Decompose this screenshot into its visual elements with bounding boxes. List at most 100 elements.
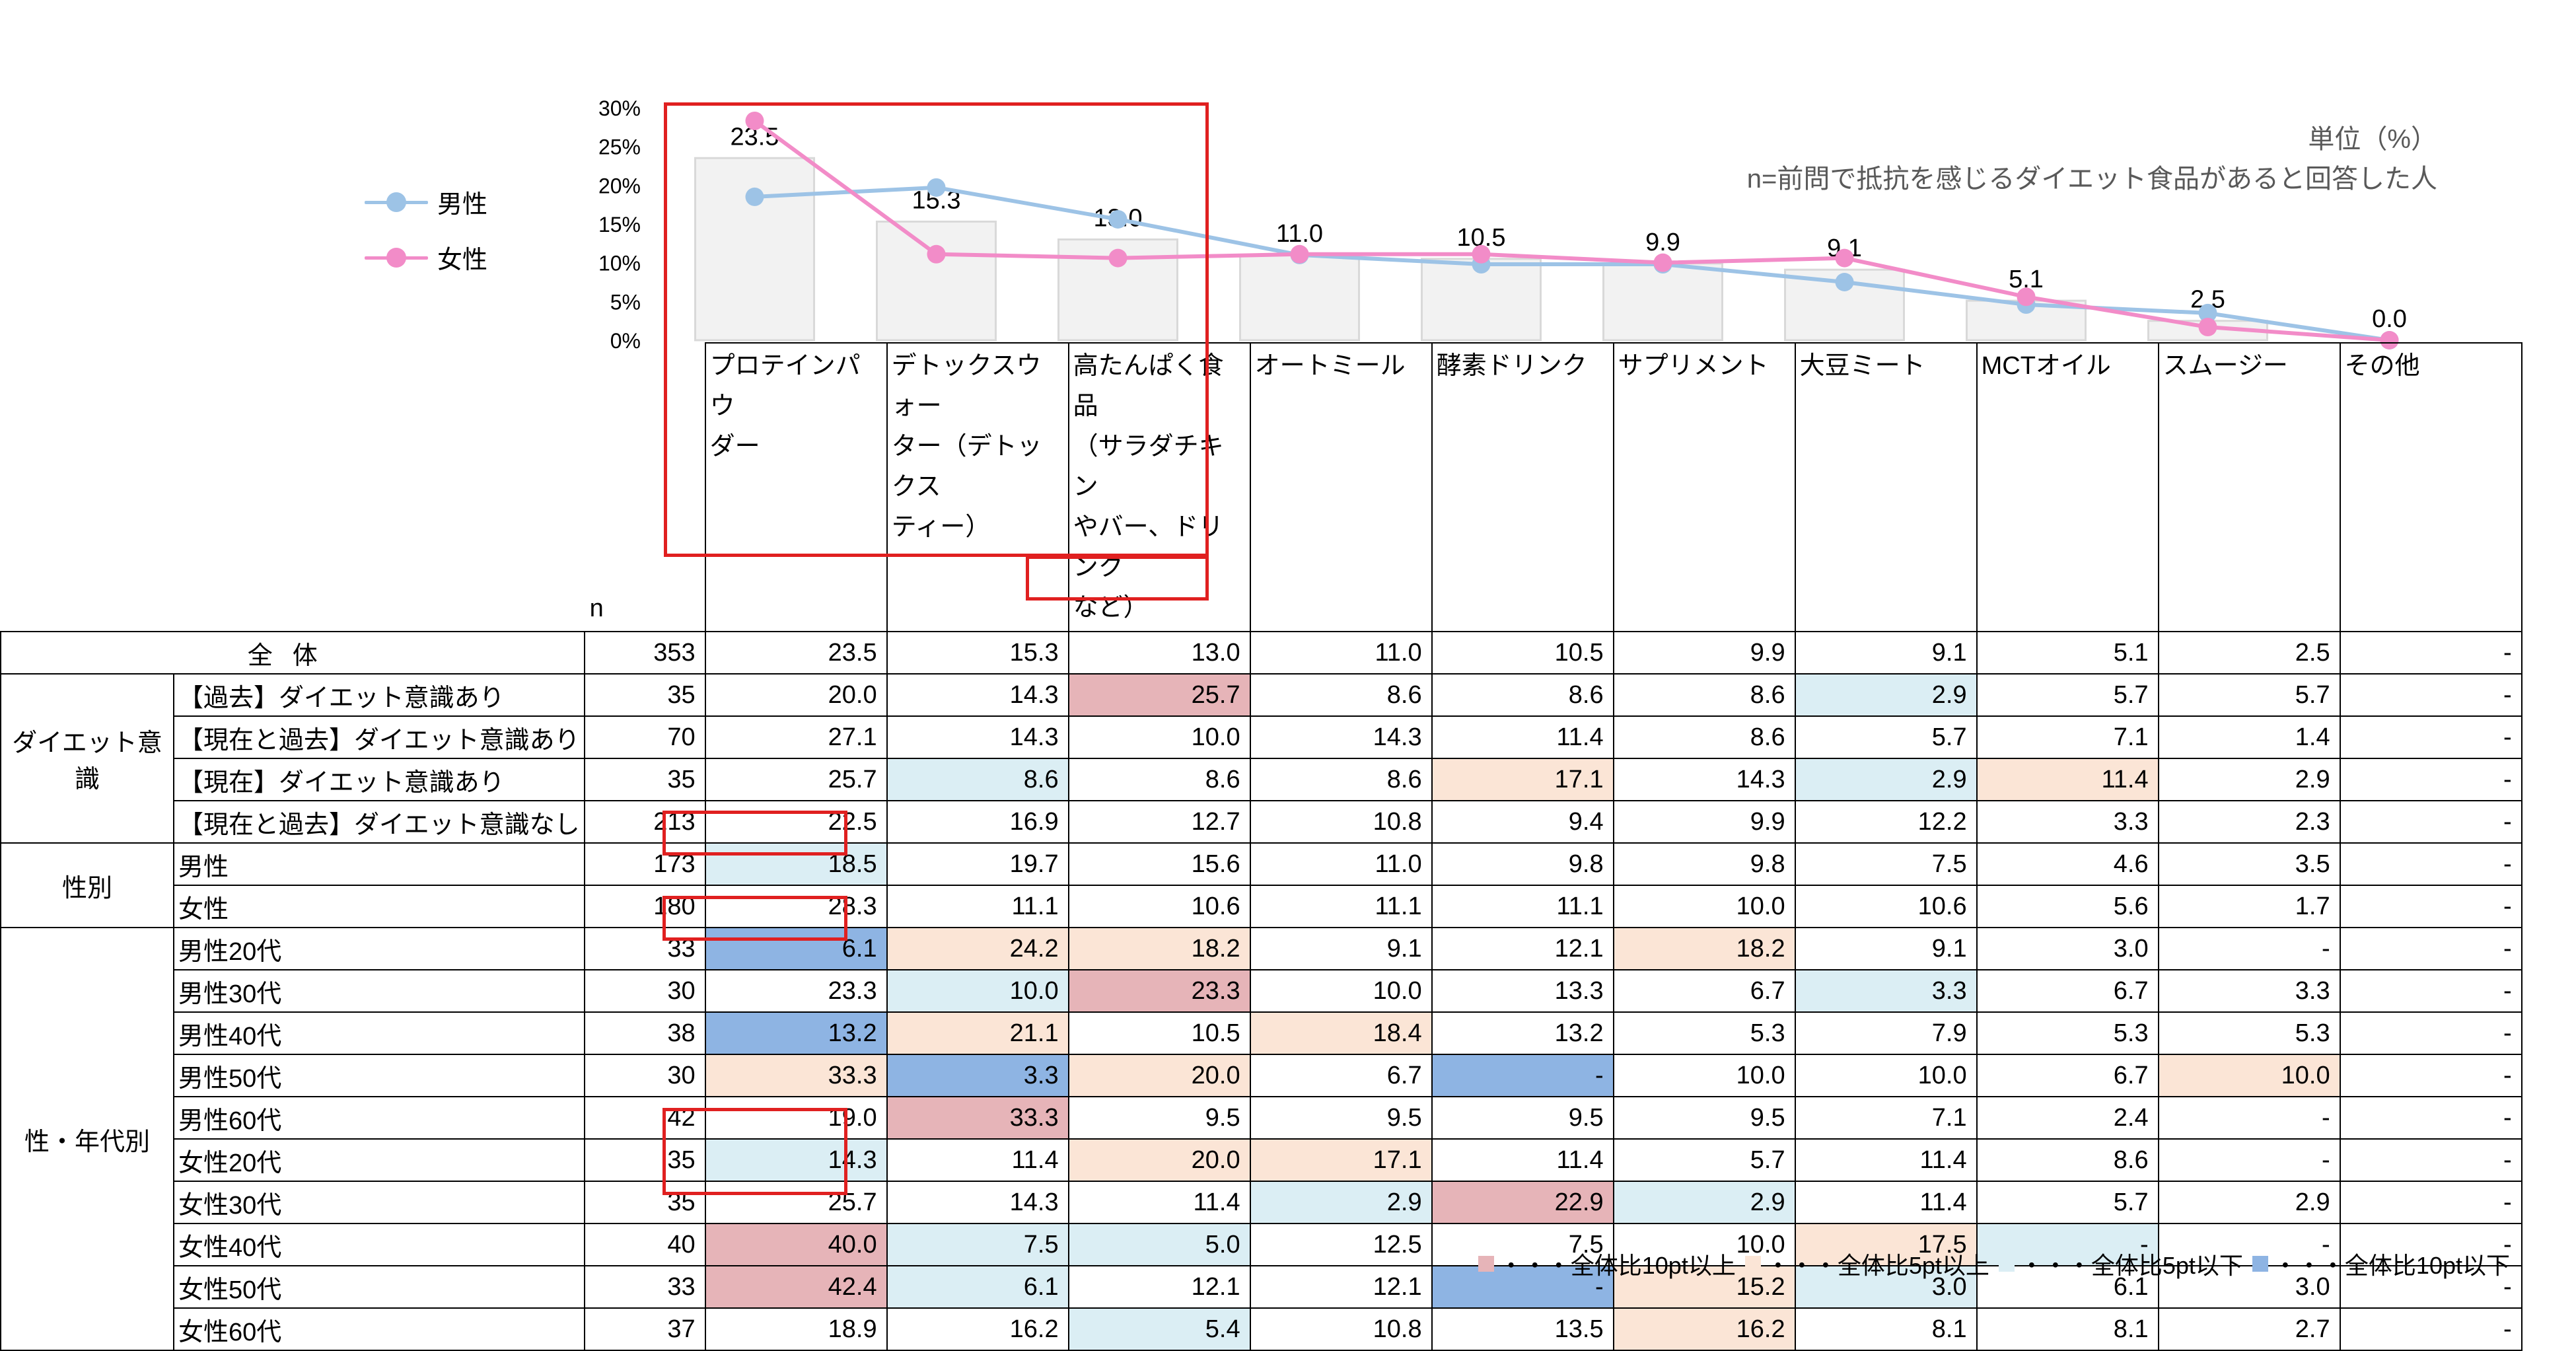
row-label: 女性60代 <box>173 1307 585 1351</box>
value-cell: 8.6 <box>1612 715 1796 759</box>
row-label: 男性30代 <box>173 969 585 1013</box>
value-cell: 13.3 <box>1431 969 1614 1013</box>
value-cell: 5.7 <box>1976 673 2159 717</box>
color-legend-text: ・・・全体比5pt以下 <box>2019 1252 2243 1279</box>
n-cell: 40 <box>583 1223 706 1266</box>
row-label: 女性20代 <box>173 1138 585 1182</box>
value-cell: 6.1 <box>704 927 888 970</box>
value-cell: 3.5 <box>2157 842 2341 886</box>
value-cell: 13.5 <box>1431 1307 1614 1351</box>
value-cell: 11.0 <box>1249 842 1433 886</box>
value-cell: 9.1 <box>1794 927 1978 970</box>
value-cell: 10.0 <box>1794 1054 1978 1097</box>
value-cell: 18.4 <box>1249 1011 1433 1055</box>
value-cell: 22.9 <box>1431 1181 1614 1224</box>
value-cell: 6.7 <box>1976 969 2159 1013</box>
value-cell: 9.1 <box>1249 927 1433 970</box>
value-cell: 10.6 <box>1794 885 1978 928</box>
row-label: 男性20代 <box>173 927 585 970</box>
value-cell: 9.9 <box>1612 631 1796 675</box>
value-cell: 23.3 <box>704 969 888 1013</box>
series-point <box>1653 253 1672 272</box>
series-line <box>753 119 2390 342</box>
value-cell: 10.0 <box>886 969 1069 1013</box>
value-cell: 5.7 <box>1794 715 1978 759</box>
value-cell: 9.4 <box>1431 800 1614 844</box>
value-cell: 2.9 <box>1794 673 1978 717</box>
color-legend-swatch <box>1744 1256 1761 1272</box>
value-cell: 16.9 <box>886 800 1069 844</box>
y-tick-label: 5% <box>610 290 641 314</box>
legend-female-label: 女性 <box>437 246 488 274</box>
value-cell: 11.4 <box>1794 1138 1978 1182</box>
series-point <box>1835 273 1854 291</box>
value-cell: 14.3 <box>886 673 1069 717</box>
value-cell: 11.4 <box>886 1138 1069 1182</box>
value-cell: - <box>2339 1223 2522 1266</box>
table-row: 女性 180 28.3 11.1 10.6 11.1 11.1 10.0 10.6 5.6 1.7- <box>1 885 2522 928</box>
category-header-row: n プロテインパウ ダー デトックスウォー ター（デトックス ティー） 高たんぱく食品 （サ… <box>1 342 2522 632</box>
table-row: 女性60代 37 18.9 16.2 5.4 10.8 13.5 16.2 8.1 8.1 2.7- <box>1 1307 2522 1351</box>
color-legend-item: ・・・全体比5pt以上 <box>1744 1247 1989 1281</box>
value-cell: 5.0 <box>1067 1223 1251 1266</box>
series-point <box>745 111 764 130</box>
value-cell: 8.6 <box>1249 758 1433 801</box>
n-cell: 353 <box>583 631 706 675</box>
total-row: 全体 353 23.5 15.3 13.0 11.0 10.5 9.9 9.1 5.1 2.5- <box>0 631 2522 675</box>
row-label: 【現在と過去】ダイエット意識なし <box>173 800 585 844</box>
value-cell: 7.5 <box>1794 842 1978 886</box>
y-tick-label: 25% <box>598 135 641 159</box>
value-cell: - <box>2339 1054 2522 1097</box>
value-cell: 8.6 <box>1976 1138 2159 1182</box>
y-tick-label: 20% <box>598 174 641 198</box>
n-cell: 213 <box>583 800 706 844</box>
value-cell: 28.3 <box>704 885 888 928</box>
unit-label: 単位（%） <box>2308 125 2437 154</box>
y-tick-label: 30% <box>598 96 641 120</box>
value-cell: 33.3 <box>886 1096 1069 1140</box>
value-cell: 11.4 <box>1431 1138 1614 1182</box>
legend-item-female: 女性 <box>365 239 487 275</box>
value-cell: 10.6 <box>1067 885 1251 928</box>
value-cell: 2.9 <box>2157 758 2341 801</box>
value-cell: 8.6 <box>1067 758 1251 801</box>
value-cell: - <box>2339 1138 2522 1182</box>
value-cell: 9.5 <box>1612 1096 1796 1140</box>
value-cell: 19.7 <box>886 842 1069 886</box>
bar-value-label: 9.9 <box>1645 229 1680 256</box>
value-cell: - <box>2339 927 2522 970</box>
legend-item-male: 男性 <box>365 184 487 220</box>
n-cell: 37 <box>583 1307 706 1351</box>
value-cell: 18.5 <box>704 842 888 886</box>
value-cell: 11.4 <box>1794 1181 1978 1224</box>
value-cell: 9.5 <box>1431 1096 1614 1140</box>
value-cell: 2.9 <box>1794 758 1978 801</box>
value-cell: 6.7 <box>1976 1054 2159 1097</box>
bar <box>1602 262 1723 342</box>
category-header-line: プロテインパウ <box>709 352 861 420</box>
color-legend-item: ・・・全体比5pt以下 <box>1998 1247 2243 1281</box>
value-cell: 2.5 <box>2157 631 2341 675</box>
bar <box>1239 254 1360 342</box>
value-cell: 18.9 <box>704 1307 888 1351</box>
value-cell: 7.5 <box>1431 1223 1614 1266</box>
category-header: デトックスウォー ター（デトックス ティー） <box>886 342 1069 632</box>
series-point <box>927 178 946 197</box>
n-cell: 30 <box>583 969 706 1013</box>
n-cell: 38 <box>583 1011 706 1055</box>
category-header: その他 <box>2339 342 2522 632</box>
value-cell: - <box>2339 969 2522 1013</box>
value-cell: - <box>2339 800 2522 844</box>
value-cell: 5.7 <box>2157 673 2341 717</box>
value-cell: 8.6 <box>886 758 1069 801</box>
color-legend-item: ・・・全体比10pt以下 <box>2252 1247 2510 1281</box>
value-cell: 9.1 <box>1794 631 1978 675</box>
value-cell: 9.5 <box>1067 1096 1251 1140</box>
bar-value-labels: 23.515.313.011.010.59.99.15.12.50.0 <box>731 123 2407 333</box>
table-row: ダイエット意識 【過去】ダイエット意識あり 35 20.0 14.3 25.7 8.6 8.6… <box>0 673 2522 844</box>
value-cell: 25.7 <box>1067 673 1251 717</box>
value-cell: 12.2 <box>1794 800 1978 844</box>
n-cell: 35 <box>583 1138 706 1182</box>
value-cell: 13.2 <box>704 1011 888 1055</box>
row-label: 男性40代 <box>173 1011 585 1055</box>
